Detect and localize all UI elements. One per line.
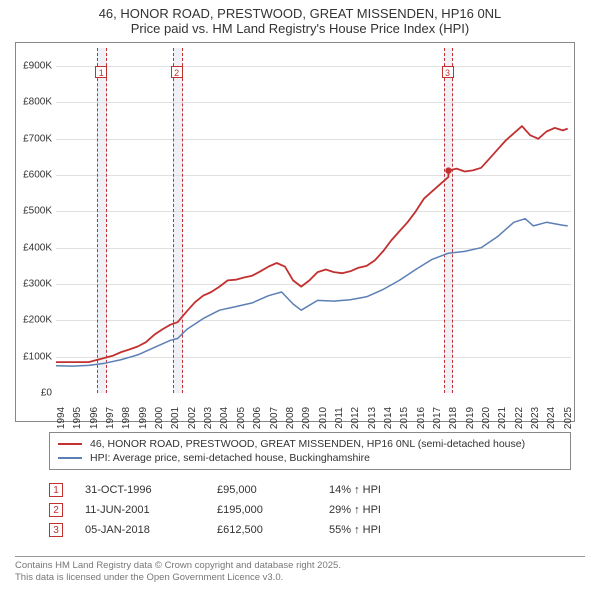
legend-swatch	[58, 457, 82, 459]
x-tick-label: 2014	[383, 407, 394, 429]
x-tick-label: 2000	[154, 407, 165, 429]
y-tick-label: £300K	[23, 279, 52, 290]
chart-frame: £0 £100K £200K £300K £400K £500K £600K £700K £80…	[15, 42, 575, 422]
x-tick-label: 2001	[170, 407, 181, 429]
transaction-date: 31-OCT-1996	[85, 484, 195, 496]
x-tick-label: 2007	[269, 407, 280, 429]
series-property	[56, 126, 568, 362]
x-tick-label: 2017	[432, 407, 443, 429]
plot-area: 123	[56, 48, 571, 393]
x-tick-label: 2002	[187, 407, 198, 429]
transaction-marker: 2	[49, 503, 63, 517]
transaction-row: 2 11-JUN-2001 £195,000 29% ↑ HPI	[49, 500, 571, 520]
x-axis: 1994199519961997199819992000200120022003…	[56, 395, 571, 423]
transaction-price: £612,500	[217, 524, 307, 536]
transactions-table: 1 31-OCT-1996 £95,000 14% ↑ HPI 2 11-JUN-2001…	[49, 480, 571, 540]
transaction-price: £95,000	[217, 484, 307, 496]
x-tick-label: 2020	[481, 407, 492, 429]
x-tick-label: 2018	[448, 407, 459, 429]
x-tick-label: 2006	[252, 407, 263, 429]
sale-point-dot	[445, 167, 451, 173]
x-tick-label: 1994	[56, 407, 67, 429]
x-tick-label: 1996	[89, 407, 100, 429]
y-tick-label: £900K	[23, 61, 52, 72]
x-tick-label: 2024	[546, 407, 557, 429]
x-tick-label: 2010	[318, 407, 329, 429]
y-tick-label: £0	[41, 388, 52, 399]
x-tick-label: 1999	[138, 407, 149, 429]
y-tick-label: £100K	[23, 351, 52, 362]
x-tick-label: 2023	[530, 407, 541, 429]
y-tick-label: £800K	[23, 97, 52, 108]
legend-row: 46, HONOR ROAD, PRESTWOOD, GREAT MISSEND…	[58, 437, 562, 451]
legend-label: HPI: Average price, semi-detached house,…	[90, 452, 370, 464]
footer-attribution: Contains HM Land Registry data © Crown c…	[15, 556, 585, 584]
y-axis: £0£100K£200K£300K£400K£500K£600K£700K£80…	[12, 48, 56, 393]
y-tick-label: £400K	[23, 242, 52, 253]
transaction-pct-vs-hpi: 55% ↑ HPI	[329, 524, 571, 536]
x-tick-label: 2005	[236, 407, 247, 429]
x-tick-label: 2004	[219, 407, 230, 429]
y-tick-label: £500K	[23, 206, 52, 217]
transaction-row: 3 05-JAN-2018 £612,500 55% ↑ HPI	[49, 520, 571, 540]
title-address: 46, HONOR ROAD, PRESTWOOD, GREAT MISSEND…	[0, 6, 600, 21]
footer-line2: This data is licensed under the Open Gov…	[15, 572, 585, 584]
legend: 46, HONOR ROAD, PRESTWOOD, GREAT MISSEND…	[49, 432, 571, 470]
transaction-row: 1 31-OCT-1996 £95,000 14% ↑ HPI	[49, 480, 571, 500]
x-tick-label: 1998	[121, 407, 132, 429]
legend-swatch	[58, 443, 82, 445]
x-tick-label: 2022	[514, 407, 525, 429]
x-tick-label: 2016	[416, 407, 427, 429]
chart-title: 46, HONOR ROAD, PRESTWOOD, GREAT MISSEND…	[0, 0, 600, 38]
x-tick-label: 1997	[105, 407, 116, 429]
chart-container: 46, HONOR ROAD, PRESTWOOD, GREAT MISSEND…	[0, 0, 600, 590]
x-tick-label: 2012	[350, 407, 361, 429]
x-tick-label: 2008	[285, 407, 296, 429]
transaction-date: 05-JAN-2018	[85, 524, 195, 536]
transaction-date: 11-JUN-2001	[85, 504, 195, 516]
transaction-marker: 3	[49, 523, 63, 537]
chart-lines	[56, 48, 571, 393]
title-subtitle: Price paid vs. HM Land Registry's House …	[0, 21, 600, 36]
footer-line1: Contains HM Land Registry data © Crown c…	[15, 560, 585, 572]
x-tick-label: 1995	[72, 407, 83, 429]
x-tick-label: 2019	[465, 407, 476, 429]
y-tick-label: £200K	[23, 315, 52, 326]
transaction-pct-vs-hpi: 29% ↑ HPI	[329, 504, 571, 516]
legend-label: 46, HONOR ROAD, PRESTWOOD, GREAT MISSEND…	[90, 438, 525, 450]
x-tick-label: 2025	[563, 407, 574, 429]
transaction-price: £195,000	[217, 504, 307, 516]
series-hpi	[56, 219, 568, 366]
x-tick-label: 2003	[203, 407, 214, 429]
x-tick-label: 2015	[399, 407, 410, 429]
legend-row: HPI: Average price, semi-detached house,…	[58, 451, 562, 465]
y-tick-label: £600K	[23, 170, 52, 181]
transaction-marker: 1	[49, 483, 63, 497]
x-tick-label: 2021	[497, 407, 508, 429]
y-tick-label: £700K	[23, 133, 52, 144]
x-tick-label: 2013	[367, 407, 378, 429]
transaction-pct-vs-hpi: 14% ↑ HPI	[329, 484, 571, 496]
x-tick-label: 2009	[301, 407, 312, 429]
x-tick-label: 2011	[334, 407, 345, 429]
